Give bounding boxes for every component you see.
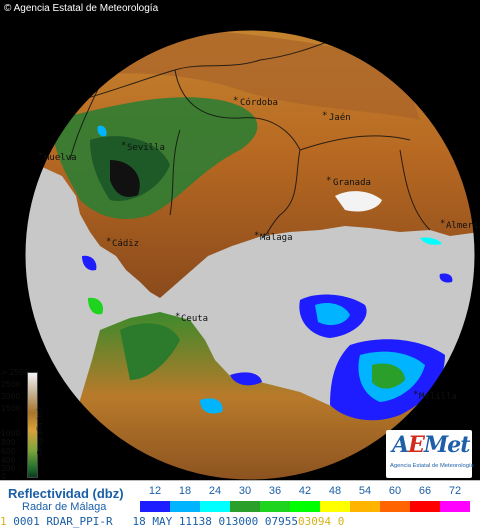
- city-sevilla: * Sevilla: [121, 141, 165, 153]
- scale-swatch: [320, 501, 350, 512]
- elevation-tick: 0: [1, 472, 6, 481]
- city-huelva: * Huelva: [38, 151, 77, 163]
- svg-text:*: *: [326, 176, 331, 186]
- elevation-title: Orografía (m): [36, 408, 44, 456]
- radar-map: * Córdoba * Jaén * Sevilla * Huelva * Granada…: [0, 0, 480, 481]
- copyright-text: © Agencia Estatal de Meteorología: [4, 3, 159, 14]
- scale-value: 54: [358, 485, 372, 497]
- logo-subtitle: Agencia Estatal de Meteorología: [390, 463, 474, 469]
- city-almeria: *Almería: [440, 219, 480, 231]
- elevation-color-bar: [27, 372, 38, 478]
- scale-swatch: [290, 501, 320, 512]
- elevation-tick: 2500: [1, 380, 21, 389]
- scale-swatch: [170, 501, 200, 512]
- status-text: 0001 RDAR_PPI-R 18 MAY 11138 013000 0795…: [13, 515, 299, 528]
- scale-swatch: [380, 501, 410, 512]
- elevation-tick: 1500: [1, 404, 21, 413]
- scale-value: 12: [148, 485, 162, 497]
- svg-text:*: *: [254, 231, 259, 241]
- svg-text:*: *: [38, 151, 43, 161]
- scale-value: 18: [178, 485, 192, 497]
- city-cadiz: * Cádiz: [106, 237, 139, 249]
- elevation-tick: 800: [1, 438, 16, 447]
- svg-text:*: *: [106, 237, 111, 247]
- status-bar: 1 0001 RDAR_PPI-R 18 MAY 11138 013000 07…: [0, 514, 480, 530]
- reflectivity-legend: Reflectividad (dbz) Radar de Málaga 12 18…: [0, 480, 480, 515]
- reflectivity-scale: 12 18 24 30 36 42 48 54 60 66 72: [140, 485, 476, 513]
- svg-text:Córdoba: Córdoba: [240, 97, 278, 108]
- city-melilla: * Melilla: [413, 390, 457, 402]
- land-morocco: [80, 312, 475, 480]
- svg-text:Granada: Granada: [333, 178, 371, 188]
- scale-value: 30: [238, 485, 252, 497]
- scale-swatch: [350, 501, 380, 512]
- svg-text:Almería: Almería: [446, 221, 480, 231]
- elevation-tick: > 2500: [1, 368, 29, 377]
- scale-value: 66: [418, 485, 432, 497]
- scale-value: 48: [328, 485, 342, 497]
- scale-swatch: [230, 501, 260, 512]
- city-ceuta: * Ceuta: [175, 312, 208, 324]
- scale-value: 36: [268, 485, 282, 497]
- aemet-logo: AEMet Agencia Estatal de Meteorología: [386, 430, 474, 478]
- svg-text:Ceuta: Ceuta: [181, 314, 208, 324]
- scale-swatch: [260, 501, 290, 512]
- elevation-legend: > 2500 2500 2000 1500 1000 800 600 400 2…: [0, 368, 44, 481]
- svg-text:Cádiz: Cádiz: [112, 239, 139, 249]
- status-overlay: 03094 0: [298, 515, 345, 528]
- rain-echoes: [82, 125, 453, 421]
- sierra-nevada: [335, 191, 382, 212]
- svg-text:Jaén: Jaén: [329, 112, 351, 123]
- scale-swatch: [410, 501, 440, 512]
- scale-swatch: [440, 501, 470, 512]
- svg-text:*: *: [175, 312, 180, 322]
- elevation-tick: 2000: [1, 392, 21, 401]
- scale-value: 72: [448, 485, 462, 497]
- svg-text:*: *: [413, 390, 418, 400]
- logo-mark: AEMet: [392, 432, 470, 458]
- legend-title: Reflectividad (dbz): [8, 486, 124, 501]
- elevation-tick: 1000: [1, 429, 21, 438]
- elevation-tick: 400: [1, 456, 16, 465]
- city-granada: * Granada: [326, 176, 371, 188]
- scale-swatch: [200, 501, 230, 512]
- status-index: 1: [0, 515, 7, 528]
- elevation-tick: 600: [1, 447, 16, 456]
- scale-swatch: [140, 501, 170, 512]
- scale-value: 24: [208, 485, 222, 497]
- svg-text:Sevilla: Sevilla: [127, 143, 165, 153]
- city-cordoba: * Córdoba: [233, 96, 278, 108]
- city-labels: * Córdoba * Jaén * Sevilla * Huelva * Granada…: [38, 96, 480, 402]
- city-malaga: * Málaga: [254, 231, 293, 243]
- city-jaen: * Jaén: [322, 111, 351, 123]
- elevation-tick: 200: [1, 464, 16, 473]
- svg-text:*: *: [322, 111, 327, 121]
- svg-text:Melilla: Melilla: [419, 392, 457, 402]
- svg-text:*: *: [233, 96, 238, 106]
- legend-subtitle: Radar de Málaga: [22, 501, 107, 513]
- scale-value: 60: [388, 485, 402, 497]
- svg-text:*: *: [121, 141, 126, 151]
- svg-text:Málaga: Málaga: [260, 233, 293, 243]
- svg-text:Huelva: Huelva: [44, 153, 77, 163]
- scale-value: 42: [298, 485, 312, 497]
- svg-text:*: *: [440, 219, 445, 229]
